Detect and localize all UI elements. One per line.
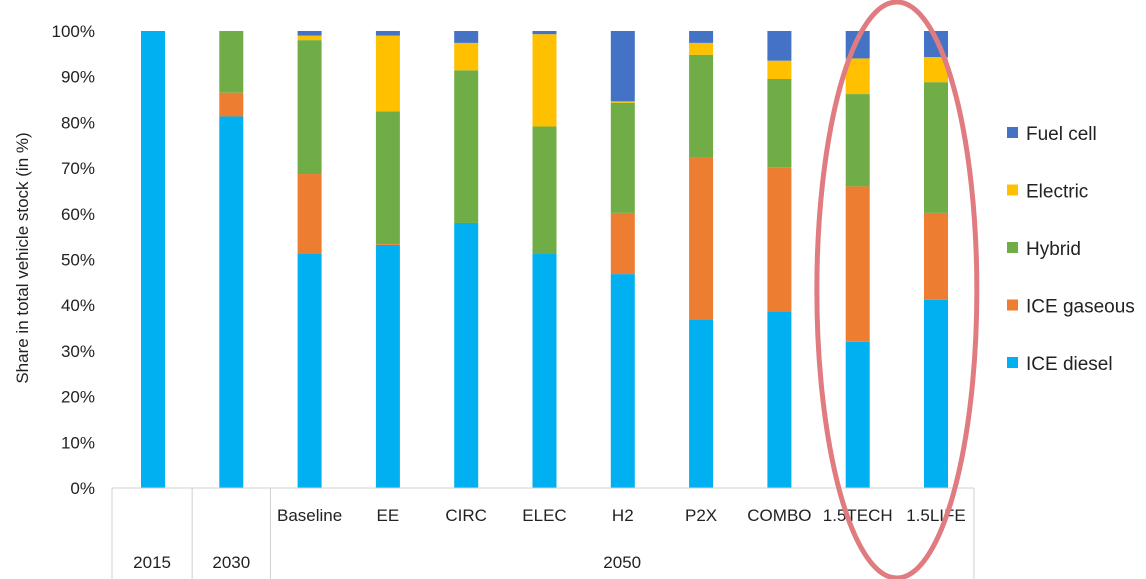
legend-label: Hybrid xyxy=(1026,239,1081,260)
bar-segment xyxy=(767,78,792,168)
legend-label: ICE gaseous xyxy=(1026,297,1135,318)
bar-segment xyxy=(454,222,479,488)
y-tick-label: 10% xyxy=(61,433,95,452)
bar-segment xyxy=(767,60,792,79)
y-tick-label: 30% xyxy=(61,342,95,361)
bar-segment xyxy=(297,254,322,488)
bar-segment xyxy=(141,31,165,488)
bar-segment xyxy=(532,31,557,35)
bar-segment xyxy=(610,102,635,213)
bar-segment xyxy=(532,34,557,127)
bars xyxy=(141,31,948,489)
legend-swatch xyxy=(1007,299,1018,311)
bar-segment xyxy=(375,244,400,488)
bar-segment xyxy=(767,31,792,61)
y-tick-label: 100% xyxy=(52,22,95,41)
y-tick-labels: 0% 10% 20% 30% 40% 50% 60% 70% 80% 90% 100% xyxy=(52,22,95,498)
bar-segment xyxy=(845,186,870,342)
bar-segment xyxy=(845,94,870,187)
category-axis: Baseline EE CIRC ELEC H2 P2X COMBO 1.5TECH 1.5LI… xyxy=(111,487,975,579)
highlight-ellipse xyxy=(814,0,980,579)
legend-swatch xyxy=(1007,357,1018,368)
y-tick-label: 90% xyxy=(61,68,95,87)
bar-segment xyxy=(375,31,400,36)
category-label: 1.5TECH xyxy=(823,506,893,525)
bar-segment xyxy=(219,116,244,489)
y-axis-title-group: Share in total vehicle stock (in %) xyxy=(13,132,32,383)
y-tick-label: 80% xyxy=(61,113,95,132)
y-tick-label: 60% xyxy=(61,205,95,224)
bar-segment xyxy=(689,319,714,488)
bar-segment xyxy=(845,341,870,488)
bar-segment xyxy=(454,42,479,71)
bar-segment xyxy=(610,31,635,102)
bar-segment xyxy=(689,42,714,55)
bar-segment xyxy=(297,35,322,41)
category-label: COMBO xyxy=(747,506,811,525)
y-axis-title: Share in total vehicle stock (in %) xyxy=(13,132,32,383)
category-label: 1.5LIFE xyxy=(906,506,966,525)
category-label: EE xyxy=(377,506,400,525)
group-label: 2050 xyxy=(603,553,641,572)
annotations xyxy=(814,0,980,579)
bar-segment xyxy=(297,31,322,36)
group-label: 2030 xyxy=(212,553,250,572)
bar-segment xyxy=(297,174,322,255)
bar-segment xyxy=(219,92,244,117)
bar-segment xyxy=(532,254,557,488)
bar-segment xyxy=(454,70,479,223)
bar-segment xyxy=(689,31,714,43)
y-tick-label: 0% xyxy=(70,479,95,498)
bar-segment xyxy=(767,311,792,488)
legend-swatch xyxy=(1007,242,1018,253)
category-label: P2X xyxy=(685,506,717,525)
category-label: Baseline xyxy=(277,506,342,525)
legend-label: ICE diesel xyxy=(1026,354,1113,375)
bar-segment xyxy=(375,111,400,244)
bar-segment xyxy=(924,212,948,300)
y-tick-label: 70% xyxy=(61,159,95,178)
legend-label: Electric xyxy=(1026,182,1088,203)
y-tick-label: 50% xyxy=(61,251,95,270)
bar-segment xyxy=(610,212,635,275)
category-label: CIRC xyxy=(445,506,487,525)
bar-segment xyxy=(689,157,714,320)
legend-label: Fuel cell xyxy=(1026,124,1097,145)
legend-swatch xyxy=(1007,184,1018,196)
bar-segment xyxy=(375,35,400,112)
bar-segment xyxy=(375,243,400,245)
bar-segment xyxy=(219,31,244,93)
bar-segment xyxy=(610,101,635,103)
bar-segment xyxy=(532,126,557,255)
bar-segment xyxy=(924,82,948,213)
bar-segment xyxy=(610,274,635,488)
y-tick-label: 40% xyxy=(61,296,95,315)
category-label: H2 xyxy=(612,506,634,525)
legend-swatch xyxy=(1007,127,1018,138)
bar-segment xyxy=(297,40,322,175)
category-label: ELEC xyxy=(522,506,566,525)
bar-segment xyxy=(689,54,714,158)
bar-segment xyxy=(454,31,479,43)
y-tick-label: 20% xyxy=(61,388,95,407)
legend: Fuel cell Electric Hybrid ICE gaseous ICE di… xyxy=(1007,124,1135,375)
bar-segment xyxy=(924,299,948,488)
group-label: 2015 xyxy=(133,553,171,572)
bar-segment xyxy=(767,167,792,312)
